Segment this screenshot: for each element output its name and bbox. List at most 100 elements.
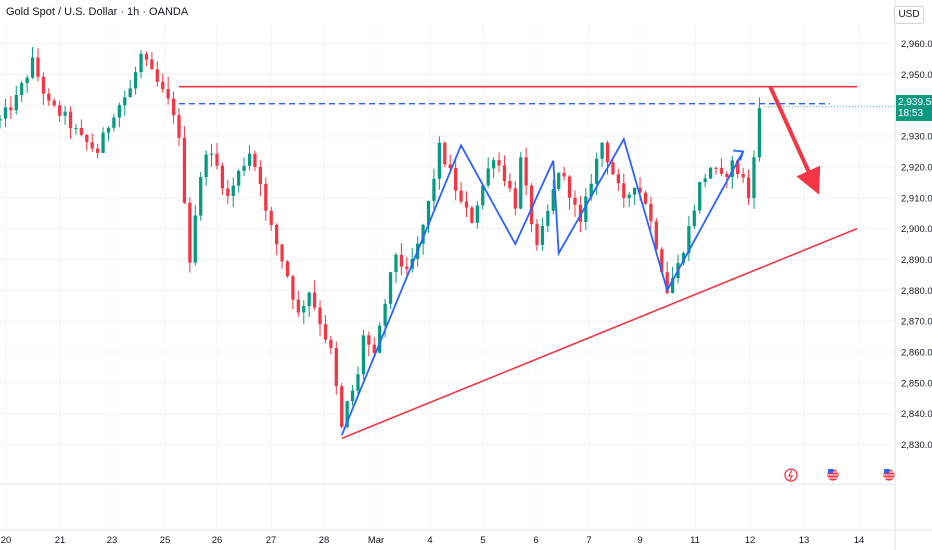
candle-body	[638, 187, 642, 193]
candle-body	[90, 142, 94, 149]
y-tick-label: 2,920.000	[901, 162, 932, 173]
candle-body	[171, 98, 176, 116]
x-tick-label: 28	[319, 535, 330, 546]
candle-body	[719, 168, 724, 174]
candle-body	[3, 107, 8, 119]
candle-body	[611, 162, 615, 175]
candle-body	[112, 117, 116, 128]
candle-body	[633, 187, 637, 195]
currency-button[interactable]: USD	[894, 6, 924, 24]
events-strip	[784, 468, 896, 482]
candle-body	[220, 165, 225, 189]
candle-body	[757, 108, 762, 158]
x-tick-label: 25	[160, 535, 171, 546]
candle-body	[508, 180, 512, 189]
candle-body	[578, 204, 583, 222]
candle-body	[237, 170, 241, 186]
x-tick-label: 5	[480, 535, 485, 546]
candlestick-series	[0, 47, 762, 429]
candle-body	[464, 201, 469, 208]
candle-body	[584, 196, 588, 222]
last-price-value: 2,939.505	[898, 97, 932, 108]
candle-body	[280, 244, 284, 262]
y-tick-label: 2,870.000	[901, 317, 932, 328]
candle-body	[318, 307, 322, 325]
candle-body	[540, 225, 545, 245]
y-tick-label: 2,950.000	[901, 70, 932, 81]
candle-body	[573, 197, 577, 205]
y-tick-label: 2,840.000	[901, 409, 932, 420]
candle-body	[30, 57, 35, 78]
candle-body	[63, 111, 67, 116]
forecast-arrow-shaft	[768, 85, 811, 172]
candle-body	[74, 128, 78, 130]
candle-body	[253, 153, 257, 167]
candle-body	[345, 401, 349, 427]
candle-body	[708, 167, 713, 179]
candle-body	[166, 89, 170, 99]
candle-body	[0, 118, 2, 121]
candle-body	[188, 202, 192, 263]
x-tick-label: 7	[586, 535, 591, 546]
candle-body	[226, 188, 230, 196]
candle-body	[68, 111, 73, 129]
price-axis[interactable]: 2,960.0002,950.0002,940.0002,930.0002,92…	[894, 0, 932, 550]
candle-body	[513, 188, 517, 209]
candle-body	[730, 160, 734, 177]
candle-body	[150, 59, 154, 70]
candle-body	[209, 153, 214, 155]
x-tick-label: 12	[745, 535, 756, 546]
candle-body	[595, 158, 599, 184]
candle-body	[36, 57, 40, 77]
candle-body	[372, 344, 376, 353]
candle-body	[20, 83, 24, 96]
candle-body	[725, 173, 729, 177]
candle-body	[535, 224, 539, 245]
last-price-label: 2,939.505 18:53	[896, 95, 932, 121]
candle-body	[529, 185, 534, 225]
y-tick-label: 2,830.000	[901, 440, 932, 451]
candle-body	[161, 81, 165, 90]
x-tick-label: 11	[690, 535, 700, 546]
candle-body	[670, 278, 675, 293]
candle-body	[41, 76, 46, 94]
candle-body	[486, 168, 490, 186]
x-tick-label: 23	[107, 535, 118, 546]
candle-body	[14, 95, 18, 111]
candle-body	[714, 167, 718, 169]
candle-body	[350, 390, 355, 402]
candle-body	[627, 194, 631, 198]
candle-body	[356, 374, 360, 391]
candle-body	[481, 185, 485, 206]
time-axis[interactable]: 20 21 23 25 26 27 28 Mar 4 5 6 7 9 11 12 13 14	[1, 535, 865, 546]
candle-body	[736, 160, 740, 175]
candle-body	[551, 189, 555, 211]
y-tick-label: 2,960.000	[901, 39, 932, 50]
x-tick-label: 21	[55, 535, 66, 546]
candle-body	[128, 88, 132, 98]
candle-body	[557, 172, 561, 190]
chart-grid	[0, 25, 932, 531]
candle-body	[687, 226, 691, 254]
candle-body	[155, 69, 159, 82]
candle-body	[497, 160, 501, 166]
candle-body	[199, 177, 203, 216]
candle-body	[242, 165, 246, 171]
candle-body	[600, 142, 604, 159]
zigzag-arrowhead	[733, 149, 745, 161]
candle-body	[182, 137, 187, 203]
candle-body	[470, 207, 474, 223]
candle-body	[660, 249, 664, 273]
candle-body	[334, 348, 338, 387]
drawing-layer	[179, 85, 895, 440]
x-tick-label: Mar	[368, 535, 384, 546]
candle-body	[383, 303, 387, 326]
y-tick-label: 2,910.000	[901, 193, 932, 204]
x-tick-label: 4	[427, 535, 432, 546]
candle-body	[231, 185, 235, 196]
candle-body	[177, 115, 181, 138]
candle-body	[144, 53, 149, 60]
x-tick-label: 13	[799, 535, 810, 546]
candle-body	[605, 142, 610, 163]
